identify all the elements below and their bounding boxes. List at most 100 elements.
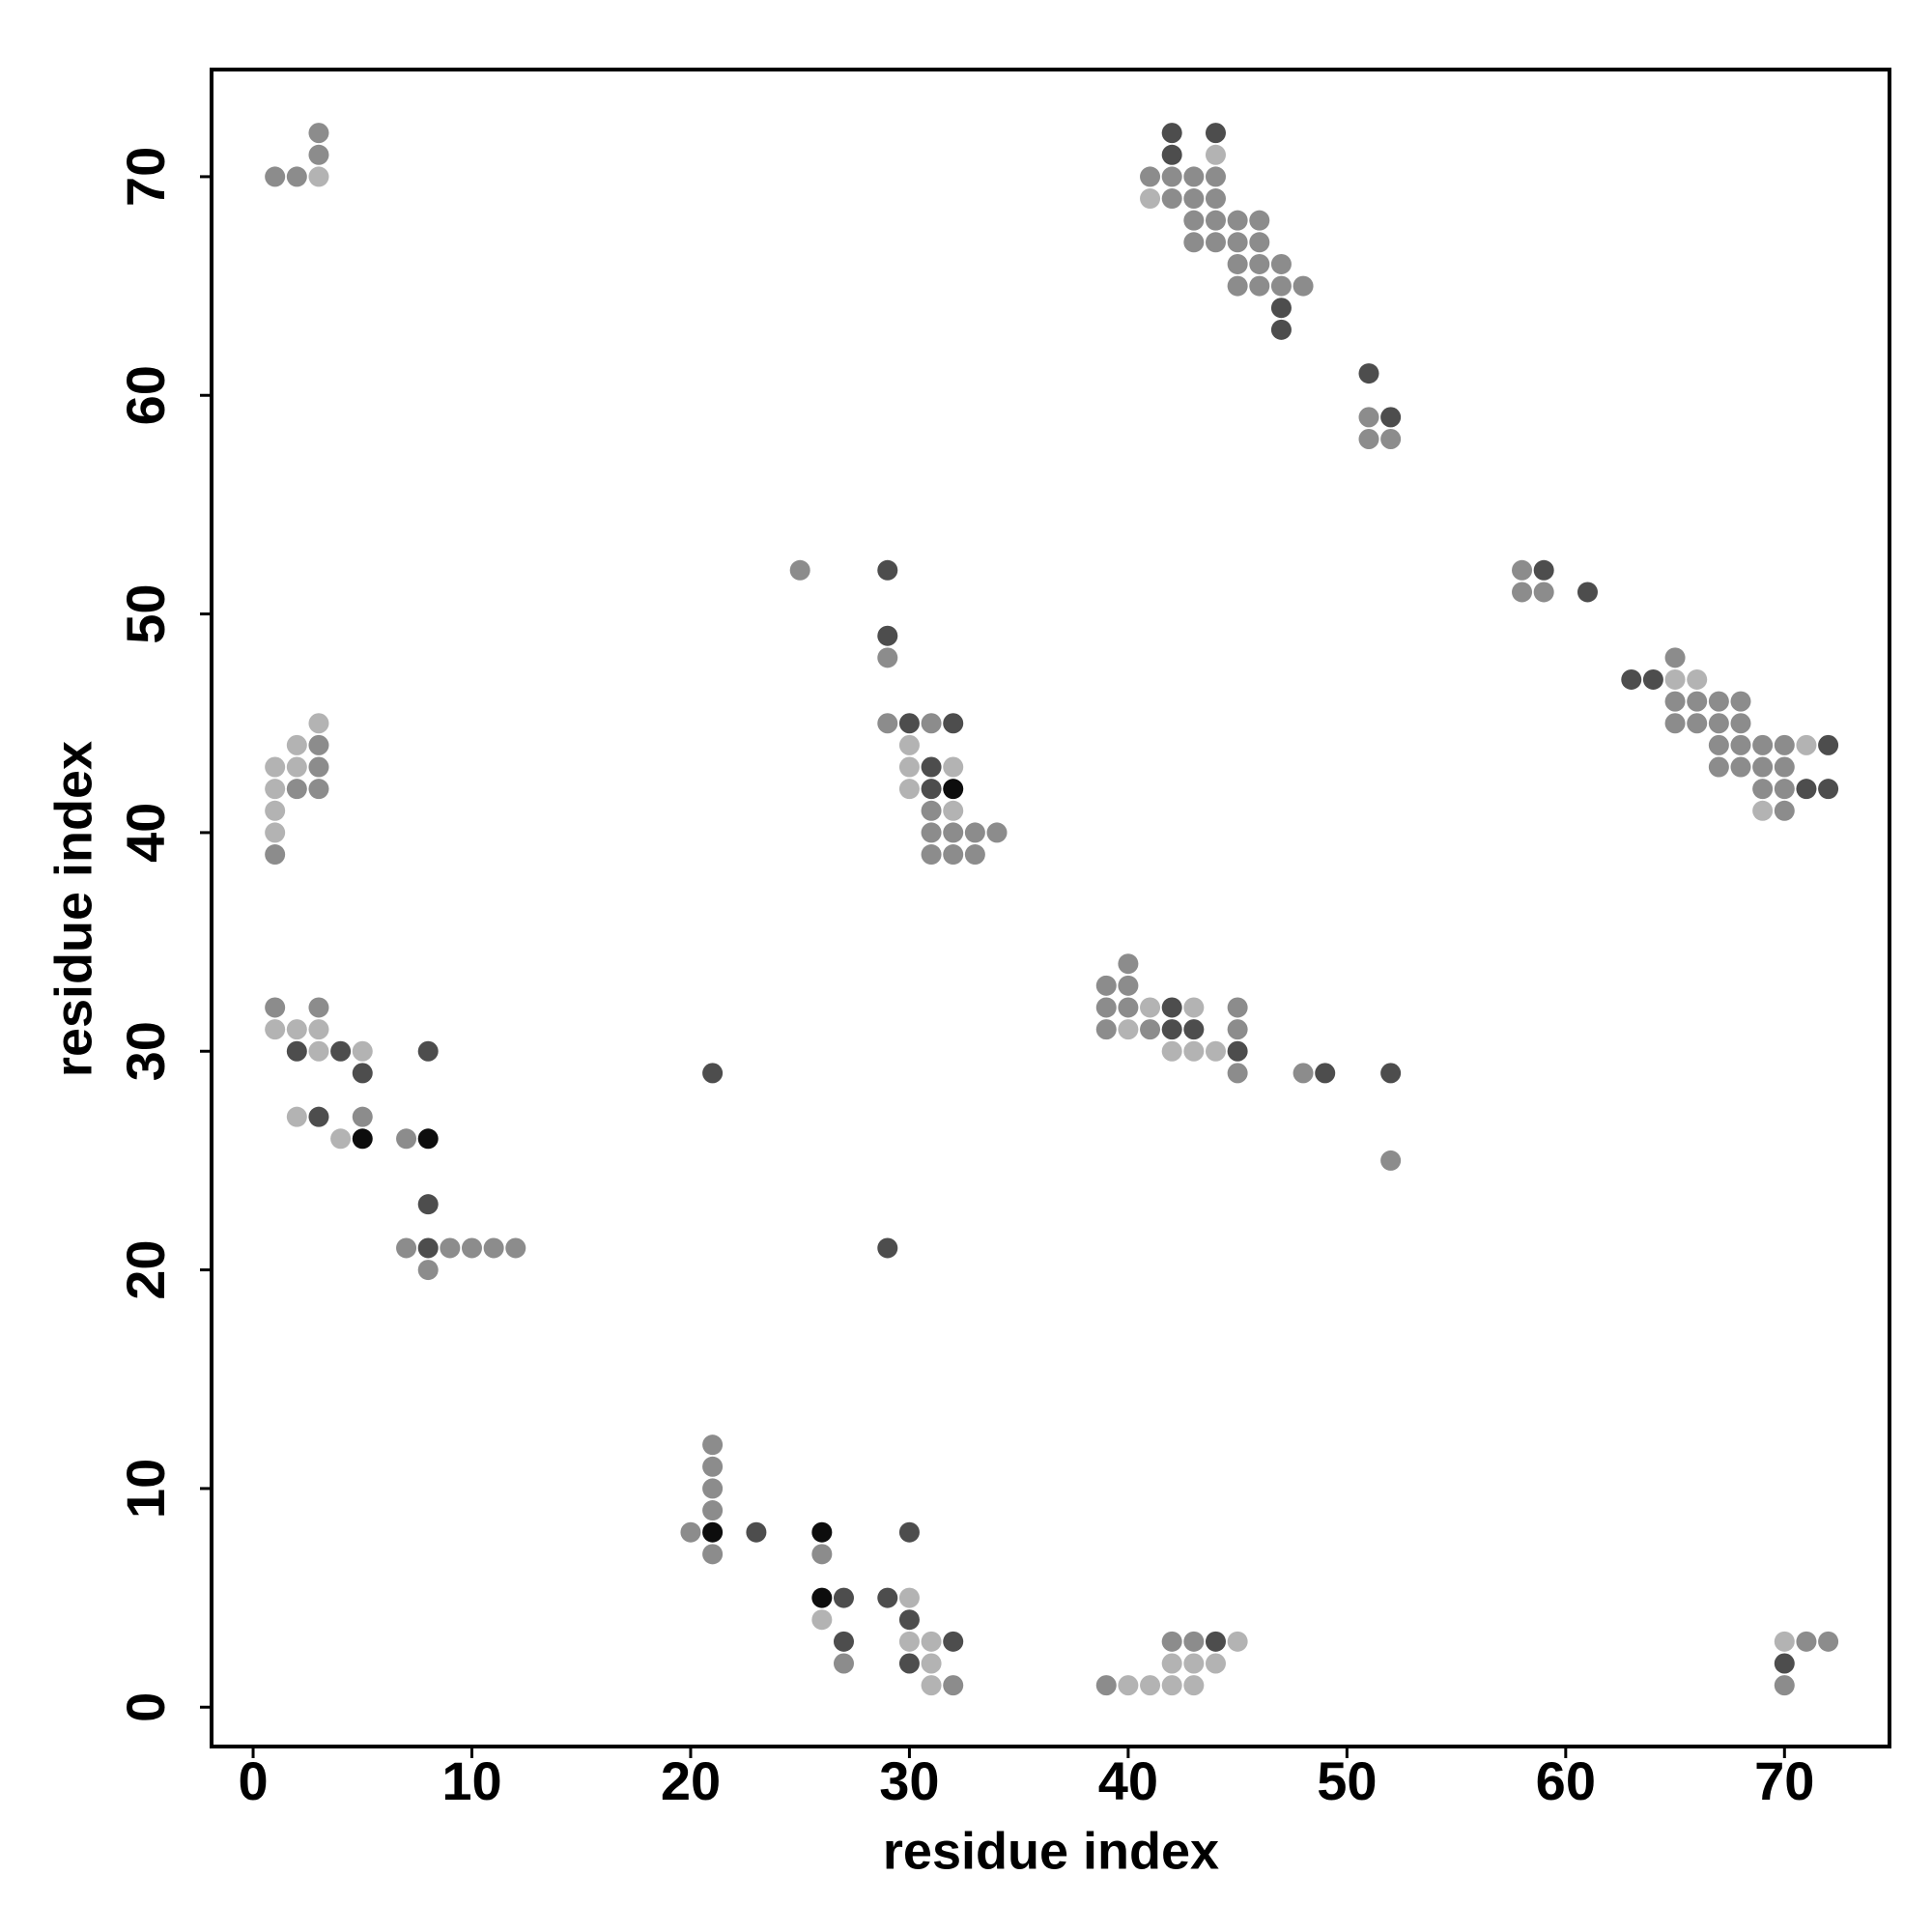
point: [265, 756, 286, 778]
point: [680, 1521, 701, 1543]
point: [1227, 232, 1248, 253]
point: [265, 844, 286, 866]
point: [1664, 713, 1686, 734]
point: [964, 822, 985, 843]
point: [1358, 363, 1379, 384]
point: [396, 1128, 417, 1150]
point: [265, 800, 286, 821]
point: [898, 1653, 920, 1674]
point: [1774, 1653, 1795, 1674]
point: [1205, 188, 1226, 210]
point: [286, 1019, 307, 1040]
point: [265, 997, 286, 1018]
point: [1118, 953, 1139, 975]
point: [833, 1653, 854, 1674]
point: [330, 1128, 352, 1150]
y-tick-label: 30: [115, 1021, 176, 1081]
point: [1205, 144, 1226, 165]
point: [789, 559, 810, 581]
point: [286, 734, 307, 755]
point: [1730, 734, 1751, 755]
point: [1161, 188, 1182, 210]
point: [417, 1128, 439, 1150]
y-tick-label: 0: [115, 1692, 176, 1722]
point: [1161, 1675, 1182, 1696]
point: [877, 559, 898, 581]
point: [1227, 1063, 1248, 1084]
point: [1161, 1040, 1182, 1062]
point: [943, 1675, 964, 1696]
point: [1140, 997, 1161, 1018]
point: [1227, 275, 1248, 297]
point: [286, 166, 307, 187]
point: [1358, 429, 1379, 450]
point: [877, 647, 898, 668]
point: [898, 734, 920, 755]
point: [1183, 1019, 1205, 1040]
point: [1774, 1675, 1795, 1696]
point: [1293, 275, 1314, 297]
point: [1183, 1631, 1205, 1652]
point: [352, 1040, 373, 1062]
point: [898, 1609, 920, 1631]
point: [1270, 319, 1292, 340]
point: [352, 1128, 373, 1150]
point: [833, 1587, 854, 1608]
point: [1183, 997, 1205, 1018]
point: [943, 800, 964, 821]
point: [1708, 734, 1729, 755]
point: [1818, 779, 1839, 800]
point: [265, 822, 286, 843]
point: [1095, 997, 1117, 1018]
point: [1140, 188, 1161, 210]
point: [1249, 253, 1270, 274]
point: [1752, 756, 1774, 778]
point: [330, 1040, 352, 1062]
plot-frame: [210, 68, 1891, 1748]
point: [352, 1063, 373, 1084]
point: [286, 1040, 307, 1062]
point: [1796, 734, 1817, 755]
point: [1183, 232, 1205, 253]
point: [1183, 166, 1205, 187]
point: [1118, 1675, 1139, 1696]
point: [964, 844, 985, 866]
point: [461, 1237, 482, 1259]
point: [921, 713, 942, 734]
point: [352, 1106, 373, 1127]
point: [943, 779, 964, 800]
point: [1774, 734, 1795, 755]
point: [986, 822, 1008, 843]
point: [1687, 691, 1708, 712]
point: [1774, 779, 1795, 800]
point: [1774, 1631, 1795, 1652]
point: [1664, 691, 1686, 712]
point: [702, 1478, 724, 1499]
point: [308, 166, 329, 187]
point: [1533, 559, 1554, 581]
point: [811, 1609, 833, 1631]
point: [1380, 1063, 1402, 1084]
point: [898, 1587, 920, 1608]
point: [1380, 407, 1402, 428]
point: [308, 144, 329, 165]
x-tick-label: 30: [879, 1750, 939, 1811]
point: [898, 1631, 920, 1652]
point: [1774, 800, 1795, 821]
point: [921, 756, 942, 778]
y-tick-label: 70: [115, 147, 176, 207]
point: [1708, 756, 1729, 778]
point: [308, 713, 329, 734]
point: [1358, 407, 1379, 428]
y-tick-label: 60: [115, 365, 176, 425]
point: [265, 779, 286, 800]
point: [265, 166, 286, 187]
point: [1118, 997, 1139, 1018]
point: [1183, 1675, 1205, 1696]
point: [1796, 1631, 1817, 1652]
point: [921, 844, 942, 866]
point: [702, 1500, 724, 1521]
point: [877, 1237, 898, 1259]
point: [1818, 1631, 1839, 1652]
